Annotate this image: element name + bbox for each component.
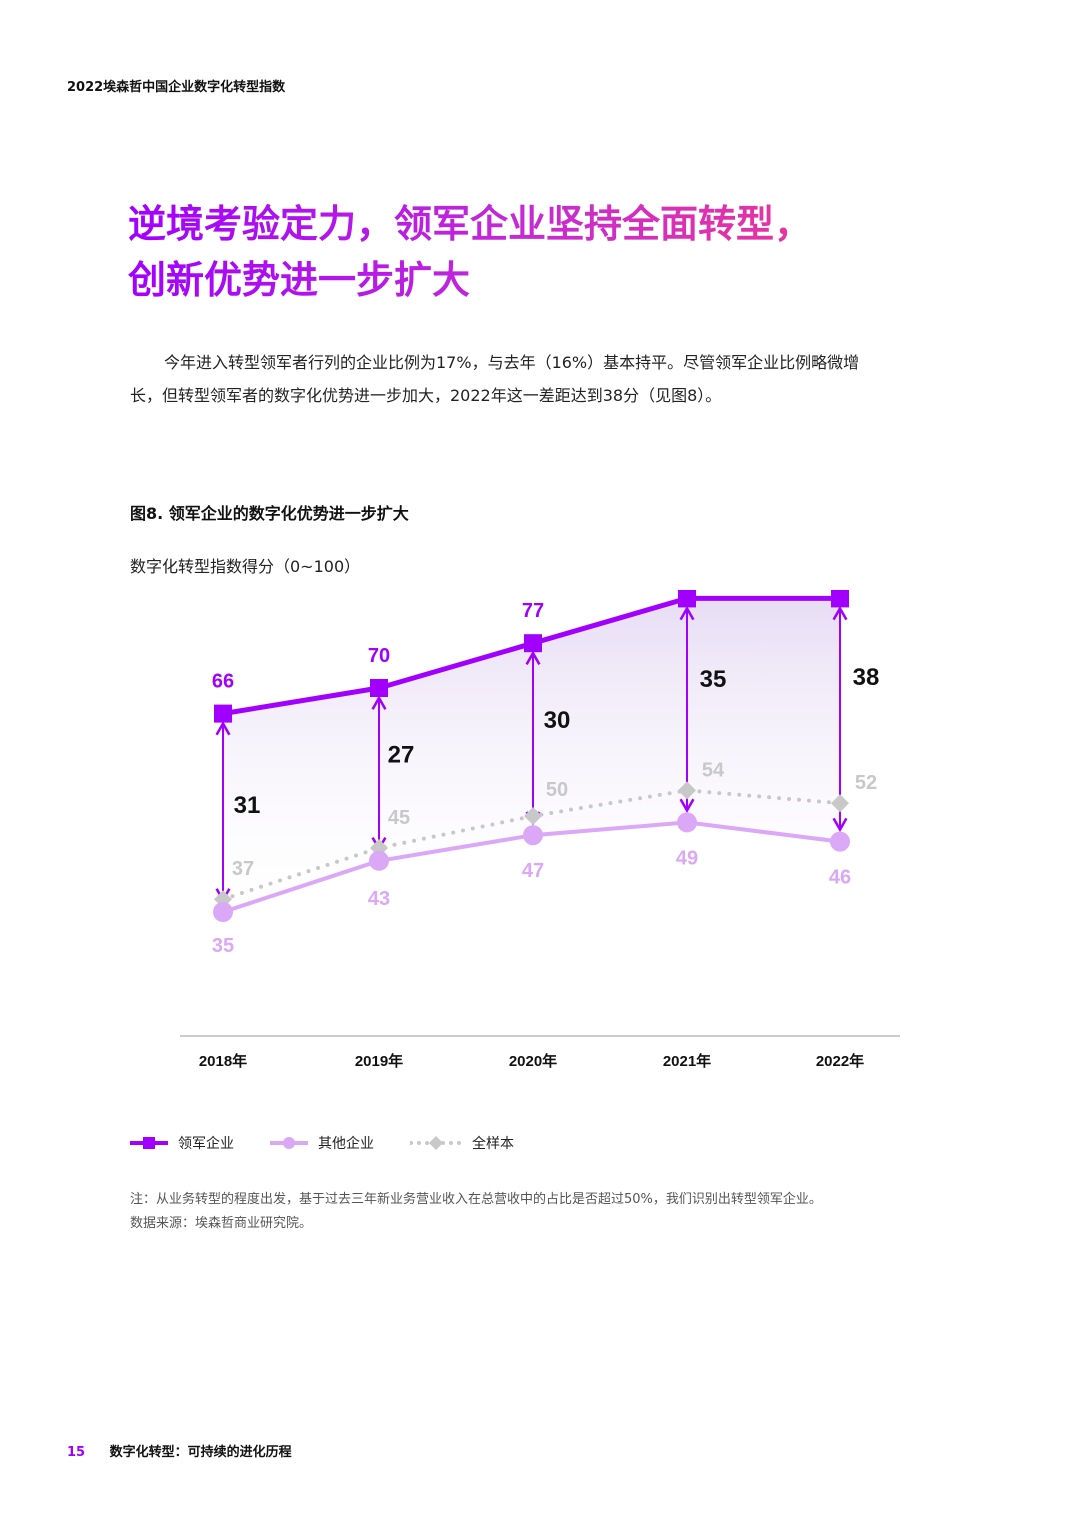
source-text: 数据来源：埃森哲商业研究院。 (130, 1216, 313, 1231)
x-tick-label: 2018年 (199, 1052, 247, 1070)
leaders-value-label: 66 (212, 671, 234, 693)
all-sample-value-label: 52 (855, 772, 877, 794)
data-point-leaders (678, 590, 696, 608)
data-point-all-sample (678, 781, 696, 800)
gap-value-label: 35 (700, 666, 727, 693)
headline-line-2: 创新优势进一步扩大 (128, 258, 471, 302)
others-value-label: 47 (522, 860, 544, 882)
others-value-label: 35 (212, 935, 234, 957)
legend-label: 全样本 (472, 1136, 514, 1152)
gap-value-label: 27 (388, 741, 415, 768)
x-tick-label: 2020年 (509, 1052, 557, 1070)
gap-value-label: 38 (853, 664, 880, 691)
others-value-label: 49 (676, 847, 698, 869)
figure-title: 图8. 领军企业的数字化优势进一步扩大 (130, 504, 409, 523)
data-point-others (830, 831, 850, 852)
gap-value-label: 30 (544, 707, 571, 734)
page-number: 15 (67, 1445, 86, 1460)
others-value-label: 43 (368, 888, 390, 910)
data-point-leaders (524, 634, 542, 653)
all-sample-value-label: 50 (546, 779, 568, 801)
data-point-leaders (831, 590, 849, 608)
data-point-all-sample (831, 794, 849, 813)
data-point-all-sample (524, 807, 542, 825)
data-point-others (523, 825, 543, 846)
leaders-value-label: 70 (368, 645, 390, 667)
footer-section-title: 数字化转型：可持续的进化历程 (109, 1445, 292, 1460)
page-footer: 15 数字化转型：可持续的进化历程 (67, 1441, 292, 1460)
data-point-others (213, 902, 233, 922)
data-point-leaders (370, 679, 388, 697)
x-tick-label: 2021年 (663, 1052, 711, 1070)
data-point-others (369, 850, 389, 871)
y-axis-caption: 数字化转型指数得分（0~100） (130, 557, 361, 576)
legend-circle-line-icon (270, 1137, 308, 1149)
chart-legend: 领军企业 其他企业 全样本 (130, 1133, 550, 1153)
x-tick-label: 2022年 (816, 1052, 864, 1070)
report-title: 2022埃森哲中国企业数字化转型指数 (67, 80, 286, 95)
page-headline: 逆境考验定力，领军企业坚持全面转型， 创新优势进一步扩大 (128, 196, 988, 308)
legend-diamond-dotted-icon (410, 1136, 462, 1150)
line-chart: 3127303538667077848435434749463745505452… (180, 590, 900, 1070)
legend-square-line-icon (130, 1137, 168, 1149)
legend-item-leaders: 领军企业 (130, 1133, 234, 1153)
all-sample-value-label: 45 (388, 807, 410, 829)
x-tick-label: 2019年 (355, 1052, 403, 1070)
legend-item-all: 全样本 (410, 1133, 514, 1153)
legend-item-others: 其他企业 (270, 1133, 374, 1153)
data-point-leaders (214, 704, 232, 723)
gap-value-label: 31 (234, 792, 261, 819)
legend-label: 领军企业 (178, 1136, 234, 1152)
headline-line-1: 逆境考验定力，领军企业坚持全面转型， (128, 202, 813, 246)
data-point-others (677, 812, 697, 833)
all-sample-value-label: 54 (702, 759, 725, 781)
figure-notes: 注：从业务转型的程度出发，基于过去三年新业务营业收入在总营收中的占比是否超过50… (130, 1188, 950, 1236)
leaders-value-label: 77 (522, 600, 544, 622)
all-sample-value-label: 37 (232, 858, 254, 880)
legend-label: 其他企业 (318, 1136, 374, 1152)
intro-paragraph: 今年进入转型领军者行列的企业比例为17%，与去年（16%）基本持平。尽管领军企业… (130, 353, 860, 405)
others-value-label: 46 (829, 867, 851, 889)
note-text: 注：从业务转型的程度出发，基于过去三年新业务营业收入在总营收中的占比是否超过50… (130, 1192, 822, 1207)
